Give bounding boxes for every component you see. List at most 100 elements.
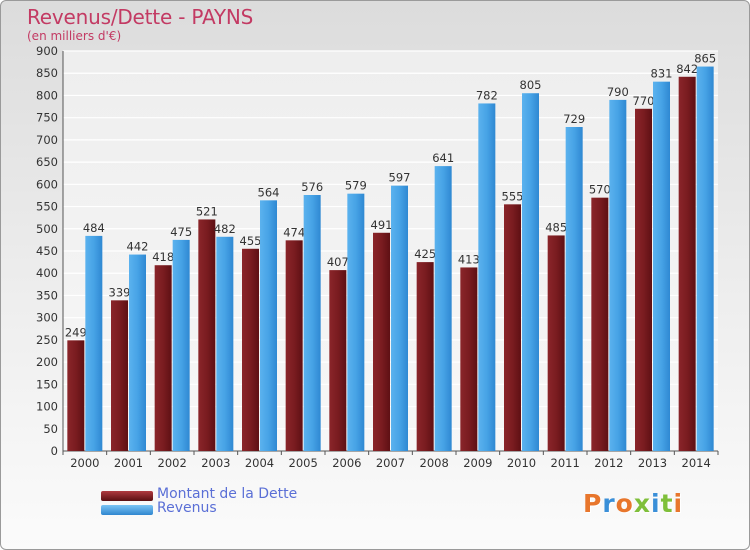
x-tick-label: 2007 [376, 456, 405, 470]
y-tick-label: 250 [36, 333, 58, 347]
bar-dette-2012 [591, 197, 609, 451]
x-tick-label: 2001 [114, 456, 143, 470]
bar-revenus-2011 [565, 127, 583, 451]
bar-revenus-2000 [85, 235, 103, 451]
data-label-revenus: 865 [694, 52, 716, 66]
bar-revenus-2014 [696, 66, 714, 452]
y-tick-label: 100 [36, 400, 58, 414]
bar-revenus-2005 [303, 195, 321, 451]
data-label-revenus: 442 [127, 240, 149, 254]
y-tick-label: 150 [36, 377, 58, 391]
y-tick-label: 450 [36, 244, 58, 258]
data-label-dette: 491 [371, 218, 393, 232]
x-tick-label: 2003 [201, 456, 230, 470]
data-label-revenus: 484 [83, 221, 105, 235]
data-label-revenus: 831 [651, 67, 673, 81]
bar-revenus-2006 [347, 193, 365, 451]
bar-revenus-2003 [216, 236, 234, 451]
data-label-revenus: 782 [476, 88, 498, 102]
chart-title: Revenus/Dette - PAYNS [27, 5, 254, 29]
data-label-revenus: 564 [258, 185, 280, 199]
x-tick-label: 2005 [289, 456, 318, 470]
data-label-dette: 339 [109, 285, 131, 299]
data-label-dette: 555 [502, 189, 524, 203]
legend-label-dette: Montant de la Dette [157, 486, 298, 502]
bar-revenus-2007 [391, 185, 408, 451]
data-label-dette: 485 [545, 220, 567, 234]
data-label-revenus: 790 [607, 85, 629, 99]
bar-dette-2003 [198, 219, 216, 451]
data-label-revenus: 482 [214, 222, 236, 236]
y-tick-label: 750 [36, 111, 58, 125]
logo-letter: r [602, 489, 616, 518]
data-label-revenus: 579 [345, 179, 367, 193]
legend-item-revenus: Revenus [101, 500, 217, 517]
legend-item-dette: Montant de la Dette [101, 486, 297, 503]
bar-dette-2008 [416, 262, 434, 451]
y-tick-label: 0 [51, 444, 58, 458]
y-tick-label: 900 [36, 44, 58, 58]
x-tick-label: 2002 [158, 456, 187, 470]
x-tick-label: 2012 [594, 456, 623, 470]
bar-revenus-2004 [260, 200, 277, 451]
x-tick-label: 2013 [638, 456, 667, 470]
logo-letter: x [633, 489, 651, 518]
bar-dette-2009 [460, 267, 478, 451]
x-tick-label: 2009 [463, 456, 492, 470]
bar-revenus-2009 [478, 103, 496, 451]
proxiti-logo: Proxiti [583, 489, 683, 518]
logo-letter: P [583, 489, 603, 518]
data-label-dette: 521 [196, 204, 218, 218]
bar-dette-2011 [547, 235, 565, 451]
data-label-dette: 425 [414, 247, 436, 261]
bar-dette-2006 [329, 270, 347, 451]
data-label-revenus: 576 [301, 180, 323, 194]
legend-swatch-dette [101, 491, 153, 501]
bar-dette-2005 [285, 240, 303, 451]
x-tick-label: 2004 [245, 456, 274, 470]
bar-revenus-2001 [129, 254, 146, 451]
data-label-revenus: 641 [432, 151, 454, 165]
y-tick-label: 850 [36, 66, 58, 80]
y-tick-label: 650 [36, 155, 58, 169]
x-tick-label: 2000 [70, 456, 99, 470]
logo-letter: o [615, 489, 634, 518]
bar-revenus-2010 [522, 93, 539, 451]
data-label-dette: 770 [633, 94, 655, 108]
y-tick-label: 200 [36, 355, 58, 369]
logo-letter: t [660, 489, 674, 518]
y-tick-label: 700 [36, 133, 58, 147]
data-label-revenus: 597 [389, 171, 411, 185]
data-label-dette: 249 [65, 325, 87, 339]
data-label-dette: 413 [458, 252, 480, 266]
y-tick-label: 800 [36, 88, 58, 102]
bar-dette-2007 [373, 232, 390, 451]
y-tick-label: 50 [43, 422, 58, 436]
x-tick-label: 2014 [682, 456, 711, 470]
logo-letter: i [651, 489, 661, 518]
y-tick-label: 350 [36, 288, 58, 302]
y-tick-label: 550 [36, 200, 58, 214]
logo-letter: i [673, 489, 684, 518]
y-tick-label: 400 [36, 266, 58, 280]
bar-revenus-2008 [434, 166, 452, 451]
y-tick-label: 600 [36, 177, 58, 191]
data-label-dette: 474 [283, 225, 305, 239]
bar-dette-2014 [678, 76, 696, 452]
x-tick-label: 2006 [332, 456, 361, 470]
y-tick-label: 300 [36, 311, 58, 325]
data-label-dette: 407 [327, 255, 349, 269]
bar-dette-2013 [635, 108, 652, 452]
x-tick-label: 2010 [507, 456, 536, 470]
bar-revenus-2012 [609, 99, 627, 451]
data-label-dette: 418 [152, 250, 174, 264]
bar-dette-2001 [111, 300, 128, 451]
bar-dette-2010 [504, 204, 521, 451]
x-tick-label: 2011 [551, 456, 580, 470]
bar-dette-2002 [154, 265, 172, 451]
x-tick-label: 2008 [420, 456, 449, 470]
y-tick-label: 500 [36, 222, 58, 236]
data-label-dette: 570 [589, 183, 611, 197]
